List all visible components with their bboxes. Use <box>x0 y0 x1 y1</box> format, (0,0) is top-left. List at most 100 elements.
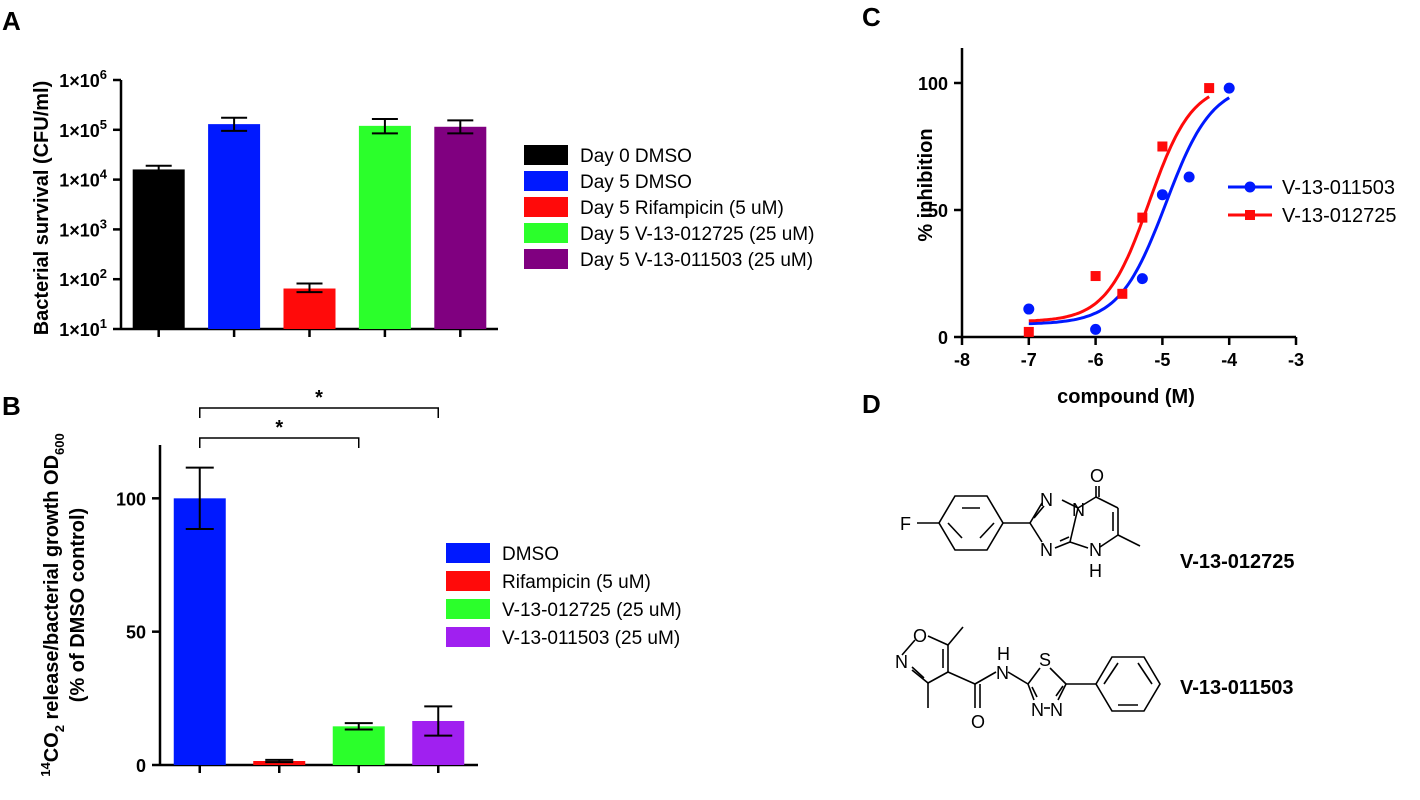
chart-a: 1×101 1×102 1×103 1×104 1×105 1×106 Bacterial… <box>31 67 814 340</box>
chart-a-y-tick-label: 1×101 <box>59 316 107 340</box>
chart-c-legend-marker <box>1244 181 1256 193</box>
chart-a-y-tick-label: 1×102 <box>59 266 107 290</box>
chart-b: 0 50 100 * * 14CO2 release/bacterial growth… <box>38 387 682 777</box>
chart-b-y-label-sub: 2 <box>52 725 67 732</box>
structure-v-13-012725 <box>917 486 1141 551</box>
chart-a-legend-swatch <box>524 197 568 217</box>
chart-c-data-point <box>1136 273 1148 285</box>
chart-b-y-label: 14CO2 release/bacterial growth OD600 (% … <box>38 433 89 777</box>
atom-o: O <box>1090 466 1104 486</box>
chart-a-y-tick-label: 1×105 <box>59 117 107 141</box>
chart-b-y-label-co: CO <box>41 732 63 762</box>
chart-b-y-tick-label: 100 <box>116 489 146 509</box>
chart-c-data-point <box>1023 326 1034 337</box>
chart-b-legend-swatch <box>446 543 490 563</box>
chart-c-data-point <box>1183 171 1195 183</box>
chart-c-y-tick-label: 100 <box>918 74 948 94</box>
chart-a-bar <box>208 124 261 330</box>
chart-c-data-point <box>1204 83 1215 94</box>
chart-c-y-tick-label: 0 <box>938 328 948 348</box>
chart-b-significance-label: * <box>275 417 283 439</box>
chart-c-y-label: % inhibition <box>915 128 937 241</box>
svg-text:14CO2 release/bacterial growth: 14CO2 release/bacterial growth OD600 <box>38 433 67 777</box>
chart-a-y-tick-label: 1×104 <box>59 167 108 191</box>
chart-a-legend-label: Day 5 Rifampicin (5 uM) <box>580 198 784 219</box>
atom-n-a: N <box>1031 700 1044 720</box>
chart-a-bar <box>358 125 411 329</box>
chart-c-data-point <box>1117 288 1128 299</box>
chart-c-x-label: compound (M) <box>1057 386 1195 408</box>
chart-b-legend-label: V-13-011503 (25 uM) <box>502 628 680 649</box>
chart-a-legend-swatch <box>524 171 568 191</box>
chart-c-x-tick-label: -4 <box>1221 350 1237 370</box>
chart-c: 0 50 100 -8 -7 -6 -5 -4 -3 % inhibition compoun… <box>915 48 1397 408</box>
chart-c-x-tick-label: -7 <box>1021 350 1037 370</box>
chart-b-significance-label: * <box>315 387 323 409</box>
chart-c-y-tick-label: 50 <box>928 201 948 221</box>
chart-a-legend-swatch <box>524 249 568 269</box>
atom-n2: N <box>1072 500 1085 520</box>
atom-f: F <box>900 514 911 534</box>
chart-a-legend-swatch <box>524 145 568 165</box>
chart-c-data-point <box>1223 82 1235 94</box>
structure-v-13-011503 <box>901 626 1161 712</box>
chart-b-legend-label: Rifampicin (5 uM) <box>502 572 651 593</box>
chart-b-legend-swatch <box>446 627 490 647</box>
phenyl-ring <box>1095 656 1161 712</box>
chart-a-legend-swatch <box>524 223 568 243</box>
chart-c-x-tick-label: -5 <box>1154 350 1170 370</box>
chart-b-legend-label: V-13-012725 (25 uM) <box>502 600 682 621</box>
panel-label-c: C <box>862 2 881 32</box>
chart-b-significance-bracket <box>199 437 360 448</box>
chart-c-legend-label: V-13-012725 <box>1282 205 1397 227</box>
atom-n-b: N <box>1050 700 1063 720</box>
chart-c-fit-curve <box>1028 95 1210 323</box>
structure-v-13-012725-atoms: F N N N N H O <box>900 466 1104 581</box>
chart-a-legend-label: Day 0 DMSO <box>580 146 692 167</box>
atom-h-amide: H <box>997 644 1010 664</box>
panel-label-d: D <box>862 389 881 419</box>
chart-c-x-tick-label: -8 <box>954 350 970 370</box>
compound-name-v-13-011503: V-13-011503 <box>1180 677 1293 699</box>
chart-c-data-point <box>1090 323 1102 335</box>
chart-b-legend-swatch <box>446 571 490 591</box>
chart-b-legend-label: DMSO <box>502 544 559 565</box>
atom-n4: N <box>1089 540 1102 560</box>
chart-b-y-label-sup: 14 <box>38 762 53 777</box>
chart-a-bar <box>434 126 487 329</box>
chart-b-legend-swatch <box>446 599 490 619</box>
chart-c-data-point <box>1137 212 1148 223</box>
atom-s: S <box>1039 650 1051 670</box>
atom-n-amide: N <box>996 663 1009 683</box>
chart-c-data-point <box>1090 271 1101 282</box>
chart-c-data-point <box>1156 189 1168 201</box>
chart-b-y-label-sub2: 600 <box>52 433 67 455</box>
chart-b-significance-bracket <box>199 407 439 418</box>
structure-v-13-011503-atoms: O N N H O S N N <box>895 626 1063 732</box>
chart-c-x-tick-label: -3 <box>1288 350 1304 370</box>
chart-b-y-label-line2: (% of DMSO control) <box>67 508 89 702</box>
chart-a-bar <box>283 288 336 329</box>
chart-b-y-tick-label: 50 <box>126 623 146 643</box>
chart-a-legend-label: Day 5 V-13-012725 (25 uM) <box>580 224 814 245</box>
chart-a-y-tick-label: 1×103 <box>59 216 107 240</box>
atom-o-ring: O <box>913 626 927 646</box>
chart-a-bar <box>132 169 185 329</box>
isoxazole-methyl-a <box>947 626 964 646</box>
chart-c-data-point <box>1023 303 1035 315</box>
chart-a-legend-label: Day 5 V-13-011503 (25 uM) <box>580 250 813 271</box>
panel-label-a: A <box>2 6 21 36</box>
atom-n3: N <box>1040 540 1053 560</box>
chart-c-fit-curve <box>1028 96 1231 326</box>
chart-b-y-tick-label: 0 <box>136 756 146 776</box>
chart-a-y-label: Bacterial survival (CFU/ml) <box>31 81 53 336</box>
chart-b-y-label-mid: release/bacterial growth OD <box>41 455 63 725</box>
methyl-bond <box>1117 534 1141 547</box>
chart-a-legend-label: Day 5 DMSO <box>580 172 692 193</box>
chart-c-legend-label: V-13-011503 <box>1282 177 1395 199</box>
chart-a-y-tick-label: 1×106 <box>59 67 107 91</box>
chart-b-bar <box>173 498 226 765</box>
compound-name-v-13-012725: V-13-012725 <box>1180 551 1295 573</box>
panel-label-b: B <box>2 391 21 421</box>
